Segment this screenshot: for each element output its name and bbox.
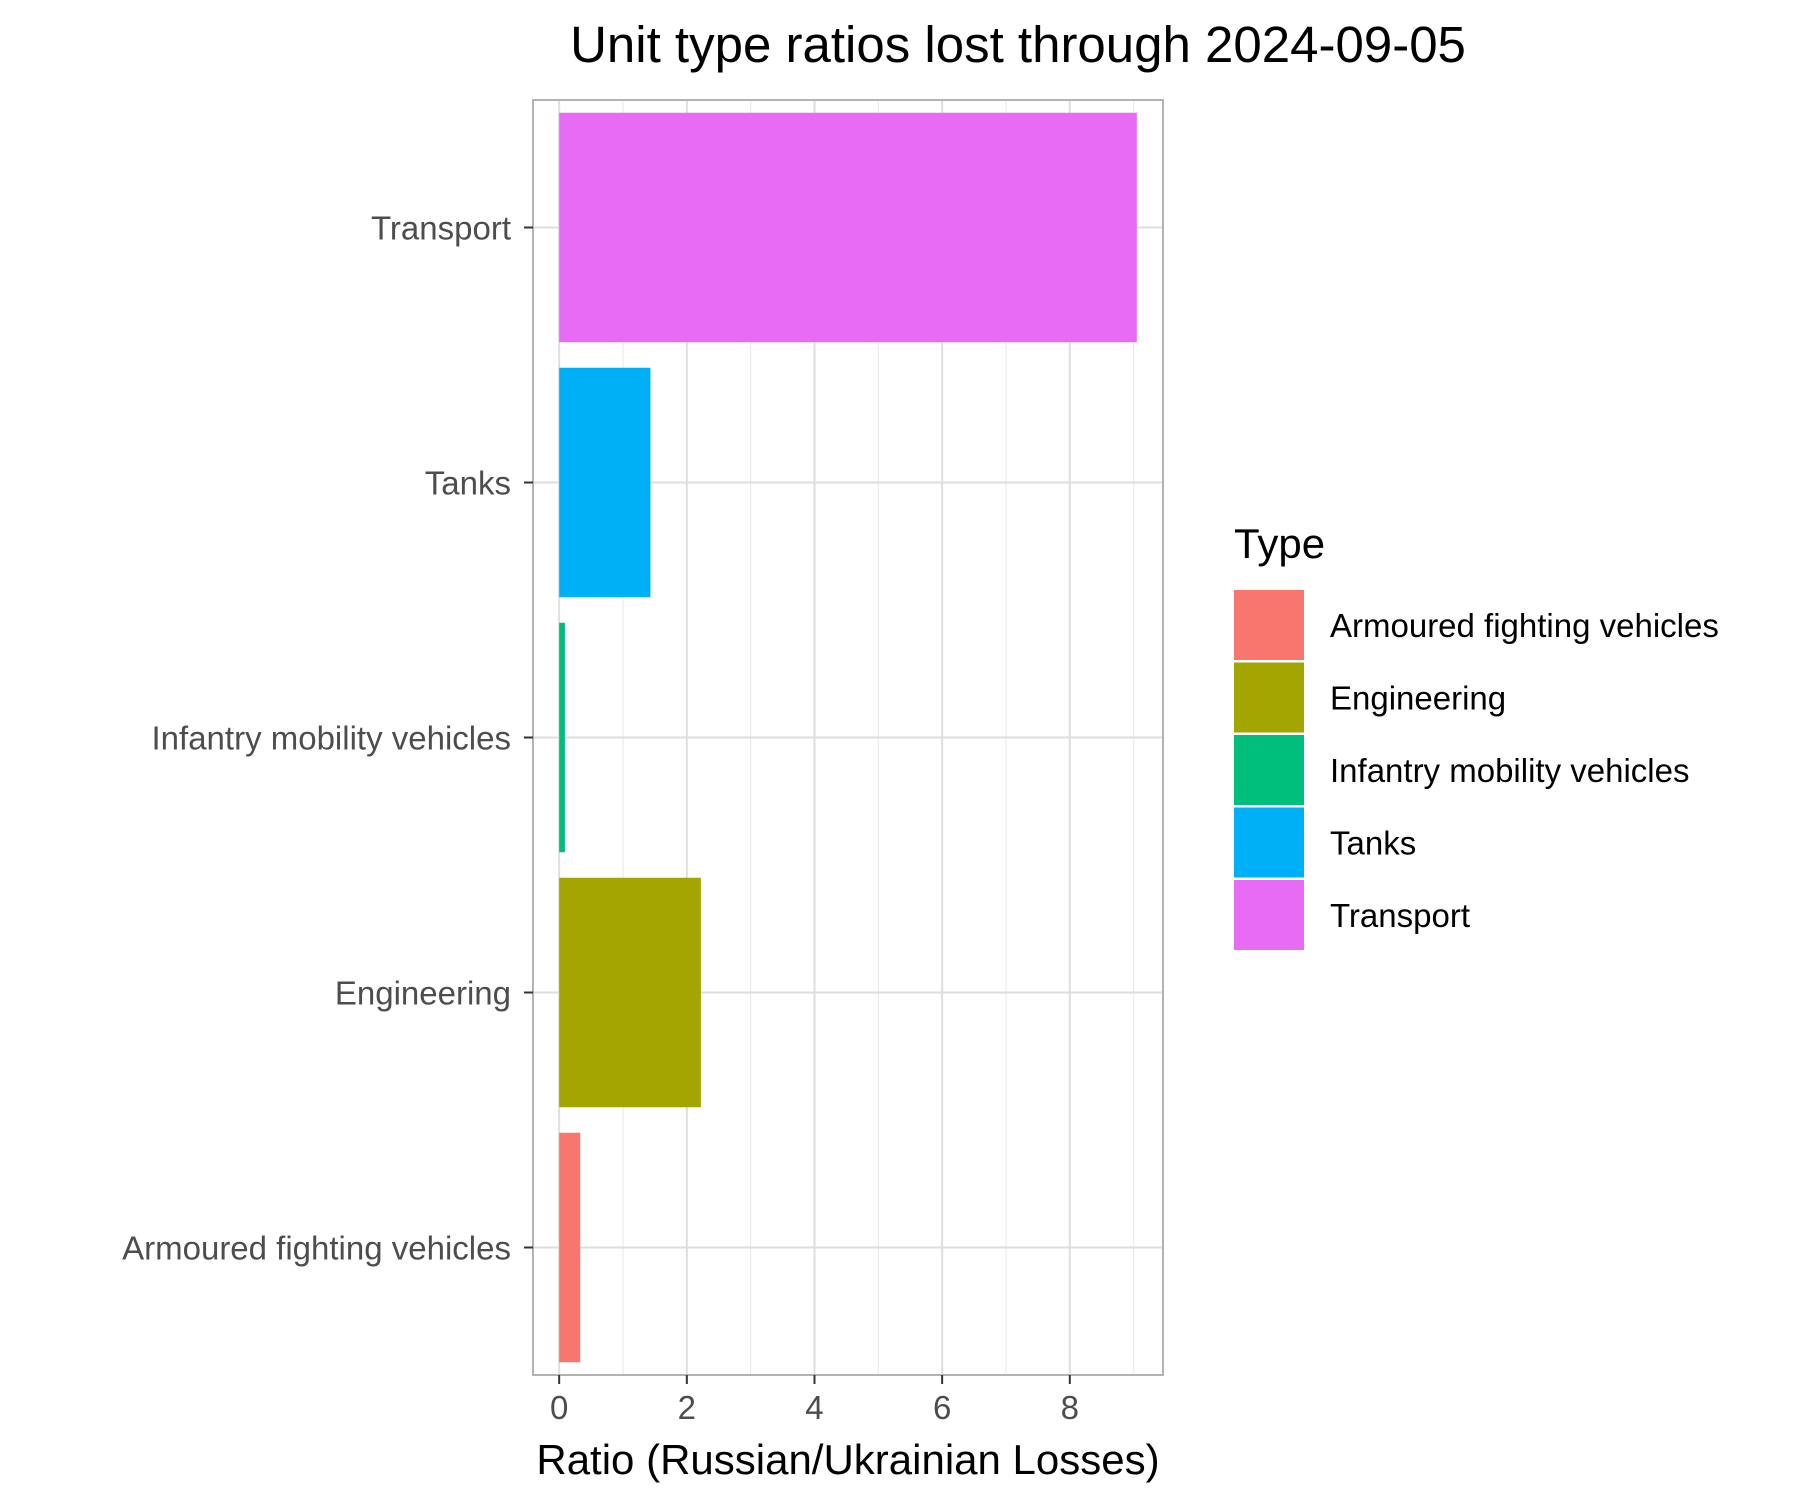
legend-key (1234, 880, 1304, 950)
legend-key (1234, 662, 1304, 733)
legend-label: Engineering (1330, 680, 1506, 717)
x-tick-label: 2 (678, 1389, 696, 1426)
bar-tanks (559, 367, 651, 598)
y-tick-label: Transport (371, 210, 511, 247)
y-tick-label: Armoured fighting vehicles (122, 1230, 511, 1267)
legend-items: Armoured fighting vehicles Engineering Inf… (1234, 590, 1719, 950)
y-tick-label: Infantry mobility vehicles (152, 720, 511, 757)
x-tick-label: 0 (550, 1389, 568, 1426)
x-tick-label: 6 (933, 1389, 951, 1426)
legend: Type Armoured fighting vehicles Engineeri… (1234, 520, 1719, 950)
legend-label: Armoured fighting vehicles (1330, 607, 1719, 644)
x-axis: 0 2 4 6 8 (550, 1375, 1079, 1426)
x-tick-label: 4 (805, 1389, 823, 1426)
bar-engineering (559, 877, 701, 1108)
legend-label: Infantry mobility vehicles (1330, 752, 1689, 789)
legend-label: Transport (1330, 897, 1470, 934)
x-axis-title: Ratio (Russian/Ukrainian Losses) (536, 1436, 1159, 1483)
legend-key (1234, 590, 1304, 660)
x-tick-label: 8 (1061, 1389, 1079, 1426)
chart-title: Unit type ratios lost through 2024-09-05 (570, 16, 1466, 73)
bar-transport (559, 112, 1137, 343)
legend-title: Type (1234, 520, 1325, 567)
y-tick-label: Tanks (425, 465, 511, 502)
y-axis: Armoured fighting vehicles Engineering Inf… (122, 210, 533, 1267)
legend-key (1234, 735, 1304, 805)
bars (559, 112, 1137, 1363)
legend-label: Tanks (1330, 825, 1416, 862)
legend-key (1234, 807, 1304, 878)
bar-infantry-mobility-vehicles (559, 622, 565, 853)
y-tick-label: Engineering (335, 975, 511, 1012)
bar-armoured-fighting-vehicles (559, 1132, 581, 1363)
